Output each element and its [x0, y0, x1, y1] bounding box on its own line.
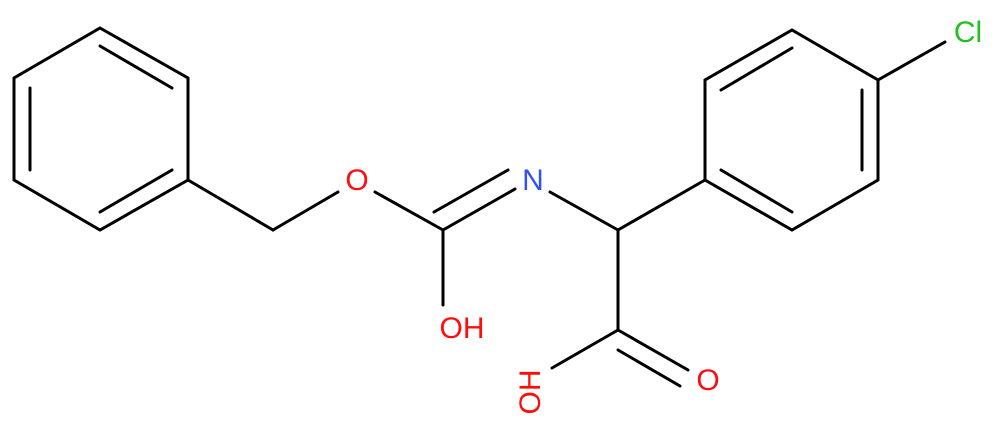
bond: [441, 187, 517, 232]
double-bond: [616, 348, 682, 388]
atom-label: N: [522, 164, 544, 197]
chlorophenyl-ring: [703, 28, 880, 232]
double-bond: [98, 168, 174, 214]
double-bond: [98, 44, 174, 90]
bonds: [12, 26, 947, 388]
bond: [550, 328, 620, 370]
double-bond: [719, 168, 794, 214]
bond: [616, 178, 707, 232]
bond: [186, 178, 275, 232]
bond: [271, 190, 340, 232]
phenyl-ring: [12, 26, 190, 232]
atom-label: OH: [514, 370, 547, 415]
bond: [616, 328, 690, 372]
atom-label: OH: [440, 312, 485, 345]
atom-label: O: [345, 164, 368, 197]
double-bond: [432, 168, 510, 214]
atom-label: O: [696, 364, 719, 397]
atom-label: Cl: [954, 16, 982, 49]
bond: [876, 40, 947, 82]
double-bond: [719, 46, 794, 92]
bond: [548, 190, 620, 232]
bond: [373, 190, 445, 232]
